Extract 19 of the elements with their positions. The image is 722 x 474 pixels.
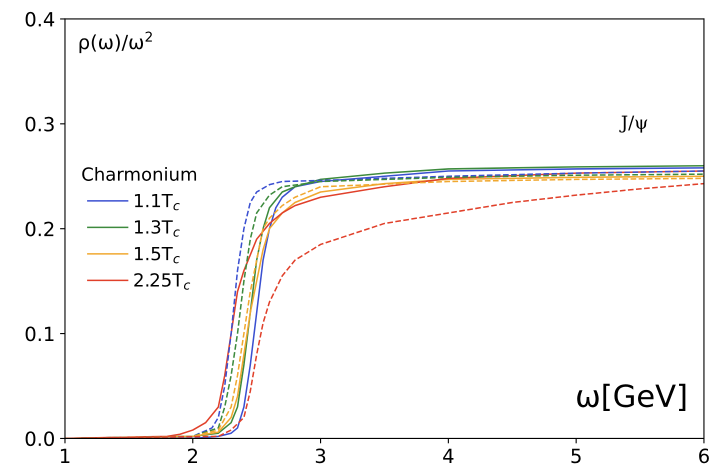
x-tick-label: 1 xyxy=(60,448,70,463)
x-tick-label: 3 xyxy=(316,448,326,464)
x-tick-label: 5 xyxy=(571,448,581,464)
x-tick-label: 4 xyxy=(443,448,454,463)
y-tick-label: 0.3 xyxy=(26,116,54,132)
legend-label: 1.5T$_{c}$ xyxy=(134,247,180,264)
y-tick-label: 0.2 xyxy=(26,222,54,236)
legend-label: 1.1T$_{c}$ xyxy=(134,194,180,210)
y-tick-label: 0.0 xyxy=(26,431,54,446)
legend-label: 1.3T$_{c}$ xyxy=(134,220,180,237)
x-tick-label: 6 xyxy=(699,448,709,464)
annotation: J/ψ xyxy=(619,116,648,133)
x-tick-label: 2 xyxy=(188,448,198,463)
y-tick-label: 0.4 xyxy=(26,12,54,27)
legend-title: Charmonium xyxy=(82,166,196,181)
legend-label: 2.25T$_{c}$ xyxy=(134,273,190,290)
x-axis-title: ω[GeV] xyxy=(577,384,686,411)
y-tick-label: 0.1 xyxy=(26,326,54,342)
y-axis-title: ρ(ω)/ω$^{2}$ xyxy=(80,32,152,54)
